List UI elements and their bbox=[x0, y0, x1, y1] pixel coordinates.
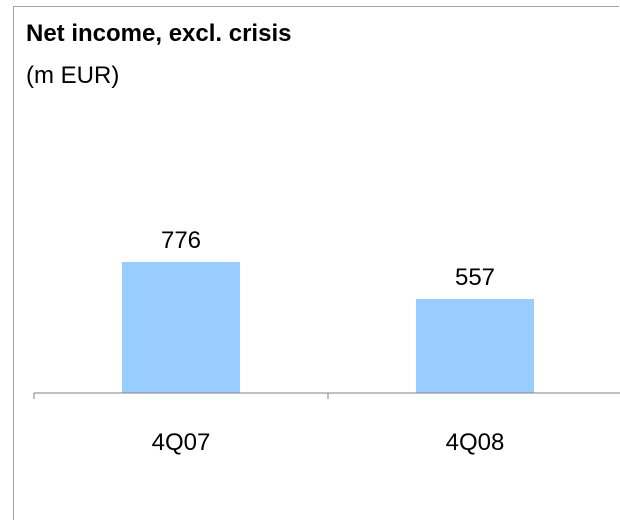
data-label-4q08: 557 bbox=[455, 264, 495, 291]
chart-title: Net income, excl. crisis bbox=[26, 20, 292, 47]
bar-4q07 bbox=[122, 262, 240, 393]
x-tick-label-4q08: 4Q08 bbox=[446, 429, 505, 456]
x-tick-label-4q07: 4Q07 bbox=[152, 429, 211, 456]
data-label-4q07: 776 bbox=[161, 227, 201, 254]
chart-frame bbox=[13, 6, 619, 520]
chart-subtitle: (m EUR) bbox=[26, 62, 120, 89]
bar-4q08 bbox=[416, 298, 534, 393]
